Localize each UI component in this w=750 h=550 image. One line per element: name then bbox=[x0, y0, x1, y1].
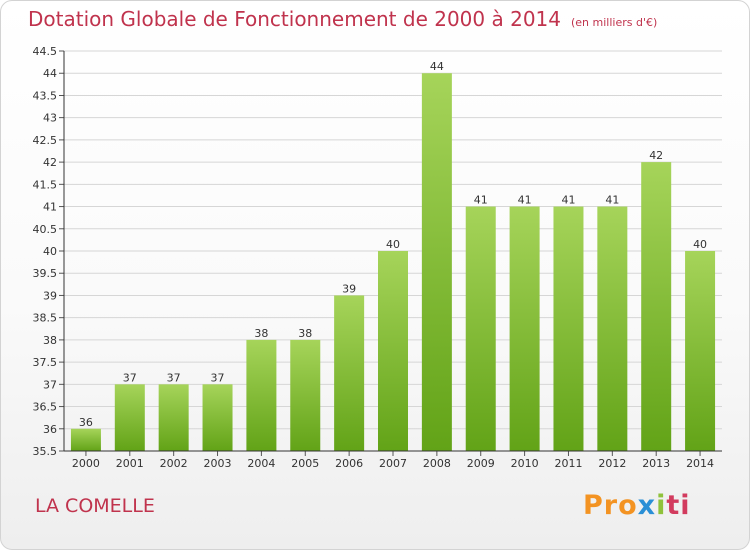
x-tick-label: 2013 bbox=[642, 457, 670, 470]
data-label: 37 bbox=[123, 371, 137, 384]
data-label: 40 bbox=[693, 238, 707, 251]
bar-2006 bbox=[334, 295, 365, 451]
x-tick-label: 2011 bbox=[554, 457, 582, 470]
logo-part: ti bbox=[666, 490, 691, 521]
x-tick-label: 2006 bbox=[335, 457, 363, 470]
chart-subtitle: (en milliers d'€) bbox=[571, 16, 658, 29]
x-tick-label: 2008 bbox=[423, 457, 451, 470]
bar-2005 bbox=[290, 339, 321, 451]
data-label: 41 bbox=[561, 194, 575, 207]
y-tick-label: 42.5 bbox=[33, 134, 58, 147]
y-tick-label: 43.5 bbox=[33, 89, 58, 102]
y-tick-label: 36 bbox=[43, 423, 57, 436]
y-tick-label: 35.5 bbox=[33, 445, 58, 458]
x-tick-label: 2009 bbox=[467, 457, 495, 470]
data-label: 37 bbox=[211, 371, 225, 384]
data-label: 36 bbox=[79, 416, 93, 429]
y-tick-label: 40 bbox=[43, 245, 57, 258]
bar-2014 bbox=[685, 251, 716, 451]
data-label: 37 bbox=[167, 371, 181, 384]
y-tick-label: 36.5 bbox=[33, 401, 58, 414]
proxiti-logo: Proxiti bbox=[583, 490, 691, 521]
bar-2011 bbox=[553, 206, 584, 451]
bar-2000 bbox=[70, 428, 101, 451]
data-label: 41 bbox=[518, 194, 532, 207]
y-tick-label: 41.5 bbox=[33, 178, 58, 191]
y-tick-label: 38.5 bbox=[33, 312, 58, 325]
chart-title-text: Dotation Globale de Fonctionnement de 20… bbox=[28, 7, 561, 31]
y-tick-label: 42 bbox=[43, 156, 57, 169]
data-label: 42 bbox=[649, 149, 663, 162]
x-tick-label: 2002 bbox=[160, 457, 188, 470]
y-tick-label: 40.5 bbox=[33, 223, 58, 236]
y-tick-label: 43 bbox=[43, 112, 57, 125]
data-label: 38 bbox=[298, 327, 312, 340]
y-tick-label: 41 bbox=[43, 201, 57, 214]
x-tick-label: 2003 bbox=[204, 457, 232, 470]
x-tick-label: 2005 bbox=[291, 457, 319, 470]
y-tick-label: 38 bbox=[43, 334, 57, 347]
x-tick-label: 2004 bbox=[247, 457, 275, 470]
data-label: 39 bbox=[342, 282, 356, 295]
logo-part: x bbox=[637, 490, 657, 521]
y-tick-label: 37 bbox=[43, 378, 57, 391]
data-label: 41 bbox=[474, 194, 488, 207]
x-tick-label: 2001 bbox=[116, 457, 144, 470]
x-tick-label: 2007 bbox=[379, 457, 407, 470]
y-tick-label: 39.5 bbox=[33, 267, 58, 280]
y-tick-label: 39 bbox=[43, 289, 57, 302]
bars bbox=[70, 73, 716, 451]
x-tick-label: 2000 bbox=[72, 457, 100, 470]
bar-2002 bbox=[158, 384, 189, 451]
logo-part: Pro bbox=[583, 490, 638, 521]
data-label: 41 bbox=[605, 194, 619, 207]
bar-2009 bbox=[465, 206, 496, 451]
logo-part: i bbox=[656, 490, 667, 521]
x-tick-label: 2012 bbox=[598, 457, 626, 470]
bar-2008 bbox=[421, 73, 452, 451]
x-axis-ticks: 2000 2001 2002 2003 2004 2005 2006 2007 2008 2009… bbox=[72, 451, 714, 470]
data-labels: 36 37 37 37 38 38 39 40 44 41 41 41 41 42 40 bbox=[79, 60, 707, 429]
y-tick-label: 44 bbox=[43, 67, 57, 80]
data-label: 40 bbox=[386, 238, 400, 251]
bar-2007 bbox=[378, 251, 408, 451]
chart-title: Dotation Globale de Fonctionnement de 20… bbox=[28, 7, 657, 31]
data-label: 44 bbox=[430, 60, 444, 73]
bar-2013 bbox=[641, 162, 672, 451]
y-tick-label: 37.5 bbox=[33, 356, 58, 369]
commune-name: LA COMELLE bbox=[35, 495, 155, 517]
bar-2004 bbox=[246, 339, 277, 451]
y-axis-ticks: 35.5 36 36.5 37 37.5 38 38.5 39 39.5 40 40.5 41 41.5… bbox=[33, 45, 64, 458]
bar-2001 bbox=[114, 384, 145, 451]
bar-2003 bbox=[202, 384, 233, 451]
bar-2012 bbox=[597, 206, 628, 451]
bar-2010 bbox=[509, 206, 540, 451]
x-tick-label: 2010 bbox=[511, 457, 539, 470]
x-tick-label: 2014 bbox=[686, 457, 714, 470]
data-label: 38 bbox=[254, 327, 268, 340]
y-tick-label: 44.5 bbox=[33, 45, 58, 58]
